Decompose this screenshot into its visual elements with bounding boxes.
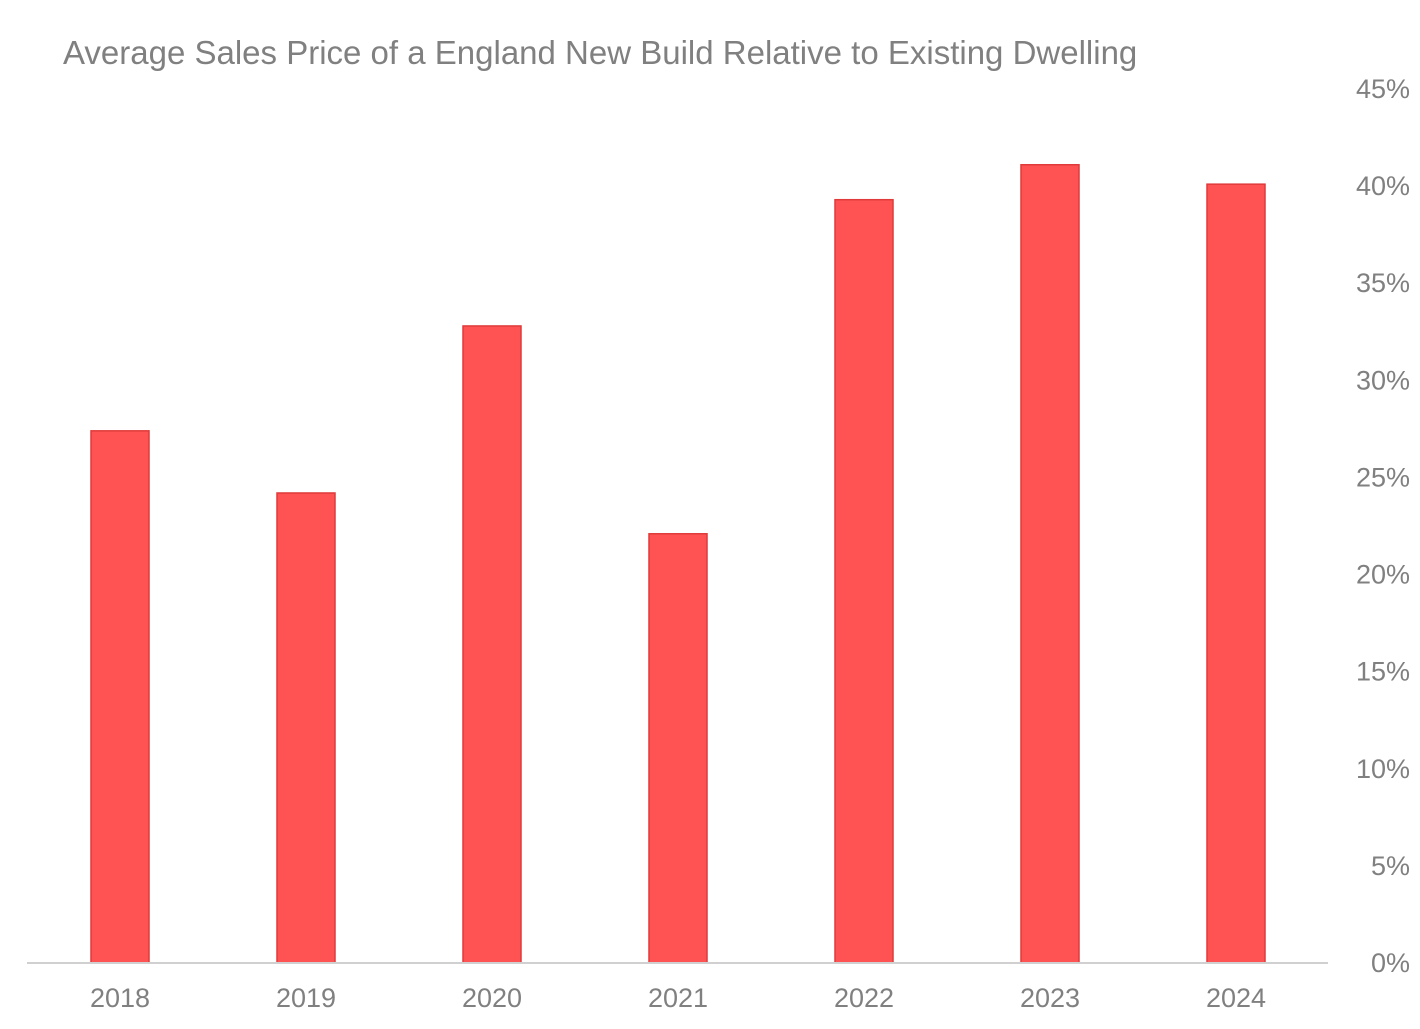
x-tick-label: 2020 bbox=[462, 983, 522, 1013]
y-tick-label: 15% bbox=[1356, 657, 1410, 687]
y-tick-label: 35% bbox=[1356, 268, 1410, 298]
bar-2021 bbox=[648, 533, 708, 964]
x-tick-label: 2024 bbox=[1206, 983, 1266, 1013]
x-tick-label: 2021 bbox=[648, 983, 708, 1013]
x-tick-label: 2018 bbox=[90, 983, 150, 1013]
x-tick-label: 2023 bbox=[1020, 983, 1080, 1013]
chart-title: Average Sales Price of a England New Bui… bbox=[63, 34, 1138, 71]
bar-2018 bbox=[90, 430, 150, 964]
y-tick-label: 30% bbox=[1356, 365, 1410, 395]
y-tick-label: 5% bbox=[1371, 851, 1410, 881]
y-tick-label: 20% bbox=[1356, 560, 1410, 590]
bar-2020 bbox=[462, 325, 522, 964]
x-tick-label: 2019 bbox=[276, 983, 336, 1013]
bar-2019 bbox=[276, 492, 336, 964]
y-tick-label: 25% bbox=[1356, 462, 1410, 492]
x-tick-labels: 2018 2019 2020 2021 2022 2023 2024 bbox=[90, 983, 1266, 1013]
y-tick-label: 0% bbox=[1371, 948, 1410, 978]
y-tick-label: 10% bbox=[1356, 754, 1410, 784]
bar-2022 bbox=[834, 198, 894, 964]
bars-layer bbox=[90, 163, 1266, 964]
y-tick-labels: 0% 5% 10% 15% 20% 25% 30% 35% 40% 45% bbox=[1356, 74, 1410, 978]
bar-2023 bbox=[1020, 163, 1080, 964]
y-tick-label: 45% bbox=[1356, 74, 1410, 104]
y-tick-label: 40% bbox=[1356, 171, 1410, 201]
bar-2024 bbox=[1206, 183, 1266, 964]
x-tick-label: 2022 bbox=[834, 983, 894, 1013]
